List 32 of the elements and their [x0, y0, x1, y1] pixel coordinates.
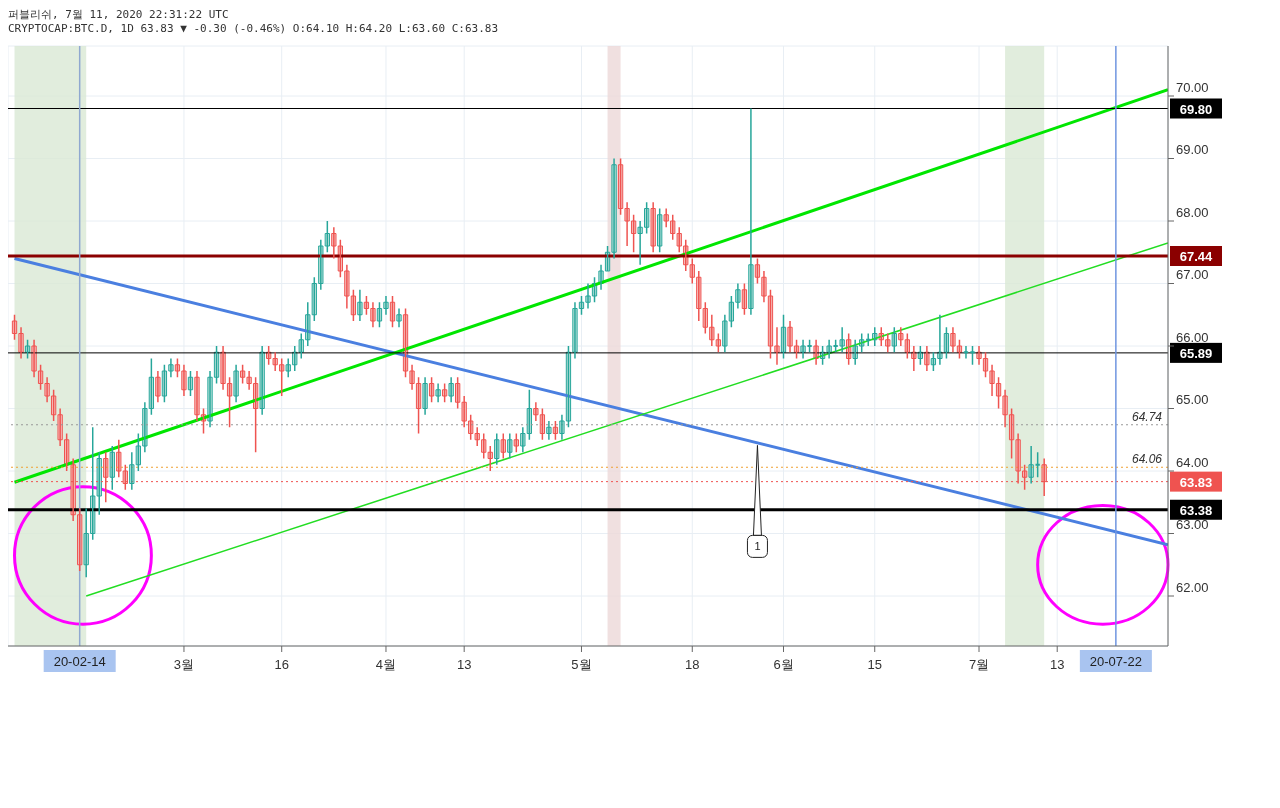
x-tick-label: 5월: [571, 657, 592, 673]
x-tick-label: 3월: [173, 657, 195, 673]
y-tick-label: 64.00: [1176, 454, 1209, 470]
ref-line-label: 65.89: [1179, 345, 1213, 361]
y-tick-label: 68.00: [1176, 204, 1209, 220]
x-tick-label: 6월: [773, 657, 794, 673]
ref-line-label: 63.83: [1179, 474, 1213, 490]
x-tick-label: 18: [685, 657, 700, 673]
x-tick-label: 7월: [968, 657, 990, 673]
ref-line-label: 63.38: [1179, 502, 1213, 518]
ref-line-label: 69.80: [1179, 101, 1213, 117]
ref-line-label: 20-07-22: [1089, 654, 1142, 669]
y-tick-label: 66.00: [1176, 329, 1209, 345]
annotation: 1: [754, 540, 761, 553]
x-tick-label: 15: [867, 657, 882, 673]
ref-line-label: 67.44: [1179, 249, 1214, 264]
x-tick-label: 4월: [375, 657, 397, 673]
y-tick-label: 69.00: [1176, 142, 1209, 158]
y-tick-label: 67.00: [1176, 267, 1209, 283]
y-tick-label: 65.00: [1176, 392, 1209, 408]
ref-line-label: 20-02-14: [53, 654, 106, 669]
y-tick-label: 62.00: [1176, 579, 1209, 595]
ref-line-label: 64.74: [1131, 409, 1163, 424]
text: 퍼블리쉬, 7월 11, 2020 22:31:22 UTC: [8, 8, 230, 22]
text: CRYPTOCAP:BTC.D, 1D 63.83 ▼ -0.30 (-0.46%) O:64.10 H:64.20 L:63.60 C:63.83: [8, 22, 500, 36]
x-tick-label: 16: [274, 657, 289, 673]
y-tick-label: 70.00: [1176, 79, 1209, 95]
y-tick-label: 63.00: [1176, 517, 1209, 533]
x-tick-label: 13: [1049, 657, 1065, 673]
x-tick-label: 13: [456, 657, 472, 673]
callout-bubble: 1: [746, 444, 768, 558]
ref-line-label: 64.06: [1131, 452, 1163, 467]
